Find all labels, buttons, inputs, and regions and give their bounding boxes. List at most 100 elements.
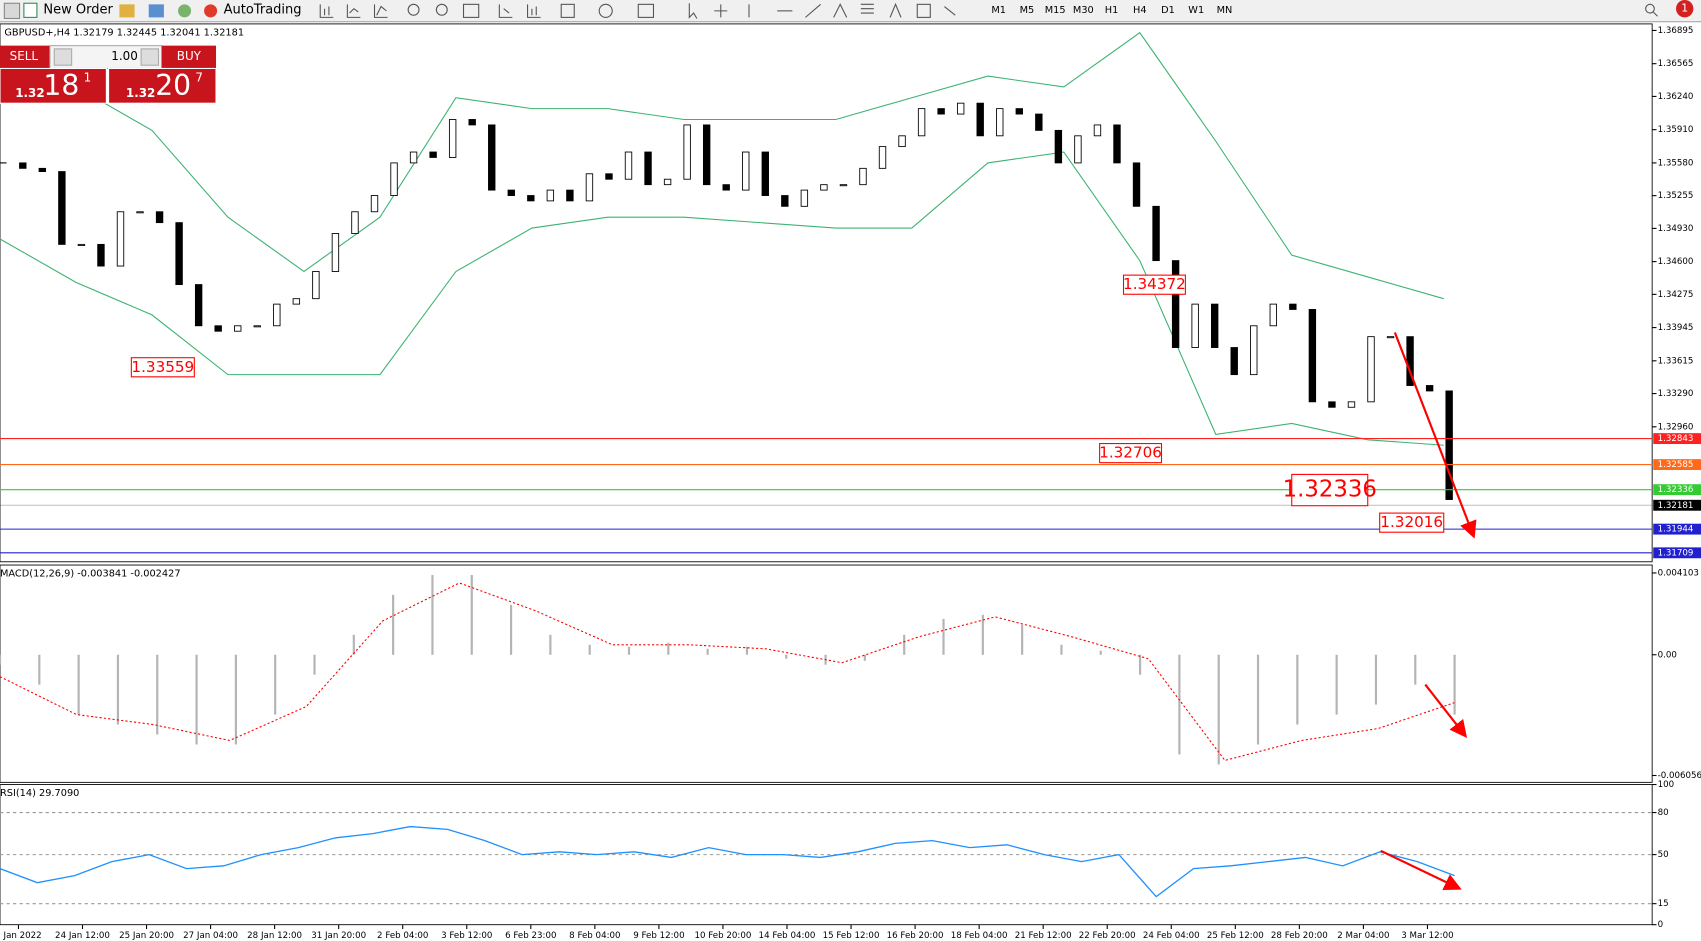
- notification-badge[interactable]: [1676, 0, 1694, 18]
- autotrading-label[interactable]: AutoTrading: [224, 2, 302, 17]
- ask-box[interactable]: [108, 67, 217, 104]
- macd-bar: [1296, 654, 1299, 725]
- x-tick-label: 22 Feb 20:00: [1079, 931, 1136, 941]
- y-tick-label: 1.35255: [1658, 191, 1694, 201]
- macd-bar: [313, 654, 316, 675]
- candle: [155, 211, 164, 224]
- candle: [976, 102, 984, 137]
- timeframe-button[interactable]: M5: [1020, 5, 1035, 16]
- y-tick-label: 100: [1658, 780, 1675, 790]
- timeframe-bar: M1 M5 M15 M30 H1 H4 D1 W1 MN: [991, 5, 1232, 16]
- macd-bar: [0, 654, 2, 665]
- buy-button[interactable]: [161, 45, 217, 69]
- price-annotation: 1.32706: [1099, 444, 1162, 462]
- macd-bar: [745, 646, 749, 655]
- x-tick-label: 3 Feb 12:00: [441, 931, 492, 941]
- new-order-button[interactable]: New Order: [23, 2, 114, 18]
- y-tick-label: 1.35580: [1658, 158, 1694, 168]
- timeframe-button[interactable]: H1: [1105, 5, 1119, 16]
- candle: [331, 233, 340, 272]
- candle: [468, 119, 476, 126]
- timeframe-button[interactable]: M1: [991, 5, 1006, 16]
- candle: [234, 325, 242, 332]
- trend-arrow: [1380, 849, 1462, 890]
- price-annotation: 1.34372: [1123, 275, 1186, 293]
- candle: [898, 135, 906, 148]
- candle: [214, 325, 222, 332]
- candle: [1210, 303, 1219, 348]
- candle: [722, 184, 730, 191]
- y-tick-label: 1.33615: [1658, 356, 1694, 366]
- y-tick-label: 1.34930: [1658, 224, 1694, 234]
- candle: [1093, 124, 1102, 137]
- y-tick-label: 1.32960: [1658, 422, 1694, 432]
- timeframe-button[interactable]: M30: [1073, 5, 1094, 16]
- timeframe-button[interactable]: D1: [1161, 5, 1175, 16]
- bid-box[interactable]: [0, 67, 107, 104]
- x-tick-label: 2 Mar 04:00: [1337, 931, 1389, 941]
- candle: [644, 151, 652, 186]
- price-annotation-box: [130, 357, 195, 378]
- macd-bar: [1178, 654, 1181, 755]
- timeframe-button[interactable]: M15: [1045, 5, 1066, 16]
- candle: [917, 108, 926, 137]
- lot-value[interactable]: 1.00: [111, 49, 138, 63]
- macd-signal: [0, 582, 1455, 762]
- icon[interactable]: [178, 4, 192, 18]
- ask-big[interactable]: 1.32: [126, 86, 155, 100]
- macd-bar: [274, 654, 277, 715]
- new-order-label[interactable]: New Order: [43, 2, 113, 17]
- candle: [1445, 390, 1453, 500]
- candle: [742, 151, 750, 191]
- candle: [937, 108, 945, 115]
- candle: [390, 162, 398, 196]
- bid-pips[interactable]: 18: [43, 69, 79, 102]
- candle: [761, 151, 769, 196]
- candle: [312, 271, 320, 300]
- x-tick-label: 31 Jan 20:00: [311, 931, 366, 941]
- timeframe-button[interactable]: MN: [1217, 5, 1233, 16]
- macd-bar: [195, 654, 198, 745]
- icon[interactable]: [119, 4, 135, 18]
- candle: [116, 211, 125, 267]
- y-tick-label: 80: [1658, 808, 1669, 818]
- candle: [1015, 108, 1023, 115]
- ask-pips[interactable]: 20: [155, 69, 191, 102]
- y-tick-label: 0.00: [1658, 650, 1677, 660]
- toolbar: New Order AutoTrading 1 M1 M5 M15 M30 H1 H4 D1…: [0, 0, 1701, 23]
- candle: [1132, 162, 1141, 207]
- timeframe-button[interactable]: H4: [1133, 5, 1147, 16]
- ask-point[interactable]: 7: [195, 71, 203, 85]
- icon[interactable]: [148, 4, 164, 18]
- candle: [800, 189, 809, 207]
- icon[interactable]: [3, 2, 21, 20]
- x-tick-label: 25 Feb 12:00: [1207, 931, 1264, 941]
- candle: [1035, 113, 1043, 131]
- bid-big[interactable]: 1.32: [15, 86, 44, 100]
- sell-button[interactable]: [0, 45, 50, 69]
- autotrading-button[interactable]: AutoTrading: [204, 2, 302, 18]
- bid-point[interactable]: 1: [84, 71, 92, 85]
- x-tick-label: 27 Jan 04:00: [183, 931, 238, 941]
- candle: [1152, 205, 1160, 262]
- candle: [956, 102, 965, 115]
- price-tag-label: 1.31709: [1658, 548, 1694, 558]
- price-tag: [1653, 523, 1701, 535]
- price-annotation-box: [1291, 473, 1369, 507]
- candle: [1425, 385, 1434, 392]
- candle: [351, 211, 359, 234]
- candle: [1250, 325, 1258, 376]
- sell-label[interactable]: SELL: [10, 49, 39, 63]
- macd-bar: [588, 644, 591, 655]
- x-tick-label: 28 Feb 20:00: [1271, 931, 1328, 941]
- candle: [77, 243, 86, 246]
- timeframe-button[interactable]: W1: [1188, 5, 1204, 16]
- candle: [38, 167, 47, 173]
- candle: [429, 151, 437, 158]
- buy-label[interactable]: BUY: [177, 49, 202, 63]
- y-tick-label: 1.33290: [1658, 389, 1694, 399]
- x-tick-label: 9 Feb 12:00: [633, 931, 684, 941]
- notification-count[interactable]: 1: [1681, 2, 1688, 15]
- candle: [781, 195, 789, 207]
